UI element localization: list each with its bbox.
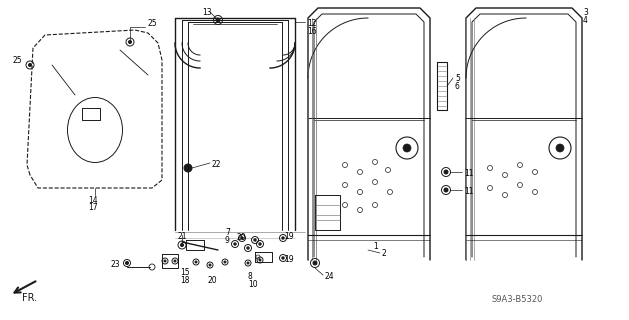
Text: 15: 15 [180, 268, 189, 277]
Circle shape [128, 41, 131, 44]
Text: 5: 5 [455, 74, 460, 83]
Text: 19: 19 [284, 232, 294, 241]
Text: 20: 20 [208, 276, 218, 285]
Circle shape [181, 244, 184, 246]
Circle shape [224, 261, 226, 263]
Circle shape [282, 257, 284, 259]
Text: 21: 21 [177, 232, 187, 241]
Circle shape [195, 261, 197, 263]
Text: 18: 18 [180, 276, 189, 285]
Text: 3: 3 [583, 8, 588, 17]
Circle shape [174, 260, 176, 262]
Text: 4: 4 [583, 16, 588, 25]
Text: 2: 2 [382, 249, 387, 258]
Circle shape [253, 239, 256, 241]
Circle shape [313, 261, 317, 265]
Text: 9: 9 [225, 236, 230, 245]
Text: 17: 17 [88, 203, 97, 212]
Circle shape [234, 243, 237, 245]
Circle shape [444, 188, 448, 192]
Circle shape [241, 237, 243, 239]
Circle shape [184, 164, 192, 172]
Circle shape [216, 18, 220, 22]
Circle shape [556, 144, 564, 152]
Text: 7: 7 [225, 228, 230, 237]
Circle shape [209, 264, 211, 266]
Text: 25: 25 [147, 19, 157, 28]
Text: 11: 11 [464, 169, 474, 178]
Text: 1: 1 [373, 242, 378, 251]
Text: 22: 22 [212, 160, 221, 169]
Text: 6: 6 [455, 82, 460, 91]
Text: FR.: FR. [22, 293, 37, 303]
Text: 13: 13 [202, 8, 211, 17]
Circle shape [259, 259, 261, 261]
Text: S9A3-B5320: S9A3-B5320 [492, 295, 543, 304]
Circle shape [403, 144, 411, 152]
Circle shape [444, 170, 448, 174]
Circle shape [247, 262, 249, 264]
Text: 8: 8 [248, 272, 253, 281]
Text: 14: 14 [88, 196, 97, 205]
Text: 25: 25 [12, 55, 21, 65]
Circle shape [247, 247, 249, 249]
Text: 20: 20 [237, 233, 247, 242]
Text: 11: 11 [464, 187, 474, 196]
Text: 23: 23 [110, 260, 120, 269]
Text: 24: 24 [325, 272, 335, 281]
Text: 19: 19 [284, 255, 294, 264]
Circle shape [282, 237, 284, 239]
Text: 16: 16 [307, 27, 316, 36]
Text: 12: 12 [307, 19, 316, 28]
Text: 10: 10 [248, 280, 258, 289]
Circle shape [28, 63, 31, 67]
Circle shape [164, 260, 166, 262]
Circle shape [126, 261, 128, 265]
Circle shape [259, 243, 261, 245]
